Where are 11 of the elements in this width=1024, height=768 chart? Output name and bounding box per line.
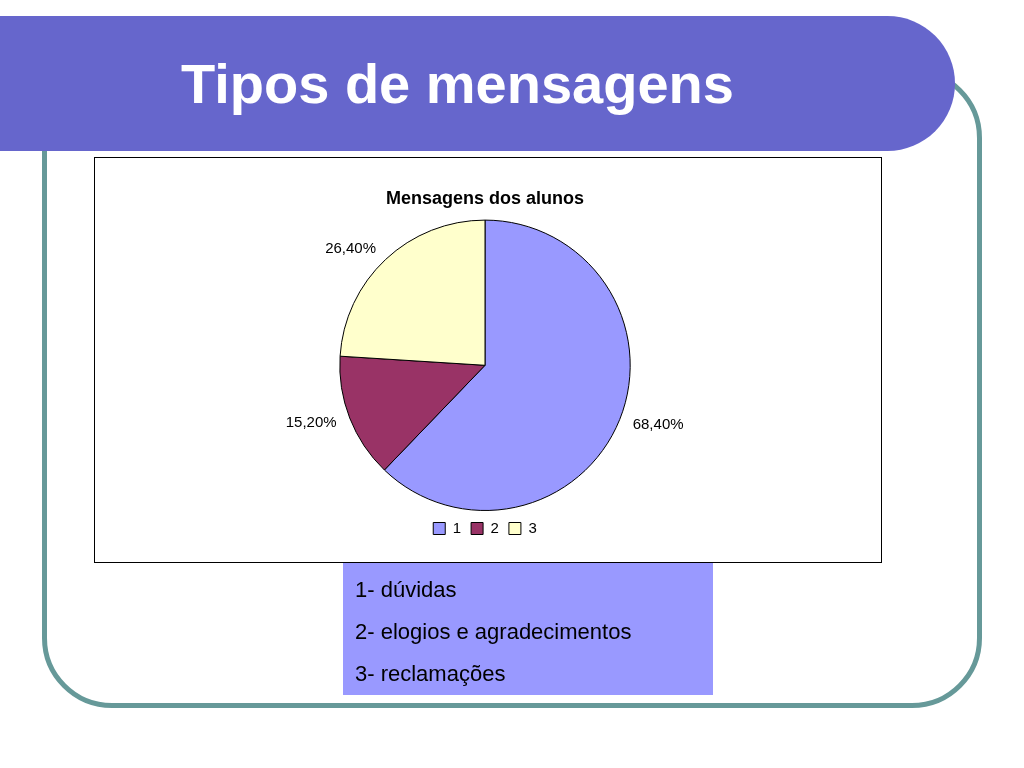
data-label: 26,40% [325,239,377,257]
data-label: 15,20% [285,413,337,431]
legend-label: 1 [452,518,462,536]
text: 3- reclamações [355,660,507,688]
chart-subtitle: Mensagens dos alunos [385,187,585,208]
text: 1- dúvidas [355,576,458,604]
legend-label: 3 [528,518,537,536]
chart-title: Tipos de mensagens [181,52,734,115]
legend-label: 2 [490,518,499,536]
data-label: 68,40% [632,414,684,432]
text: 2- elogios e agradecimentos [355,618,633,646]
